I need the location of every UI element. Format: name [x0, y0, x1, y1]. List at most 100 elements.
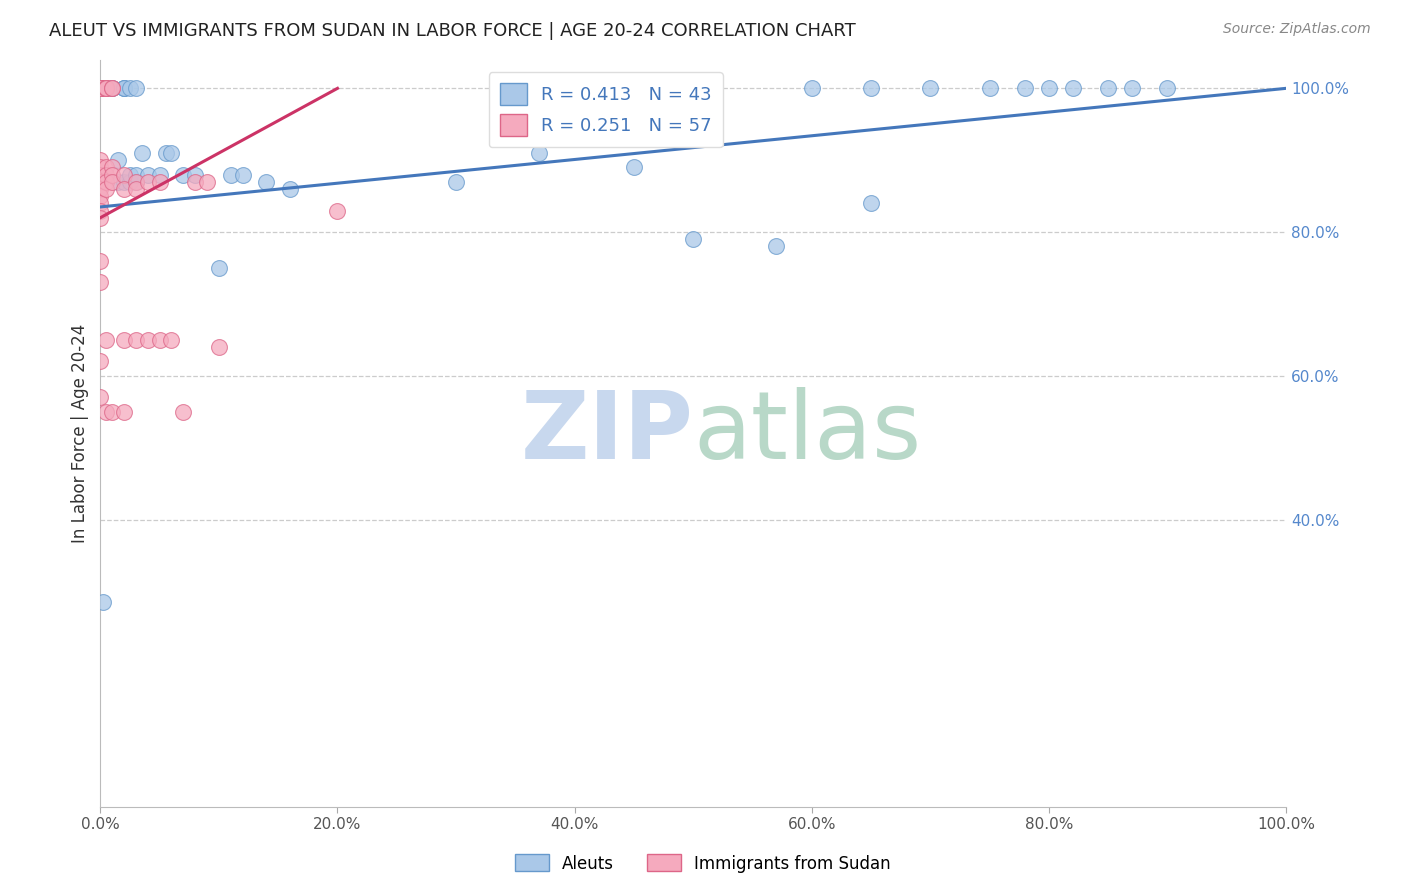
Point	[89, 175, 111, 189]
Point	[160, 146, 183, 161]
Point	[96, 81, 118, 95]
Point	[125, 182, 148, 196]
Legend: Aleuts, Immigrants from Sudan: Aleuts, Immigrants from Sudan	[509, 847, 897, 880]
Point	[89, 203, 111, 218]
Point	[527, 146, 550, 161]
Point	[101, 81, 124, 95]
Point	[112, 405, 135, 419]
Point	[765, 239, 787, 253]
Point	[136, 168, 159, 182]
Point	[125, 333, 148, 347]
Point	[101, 81, 124, 95]
Point	[1062, 81, 1084, 95]
Point	[112, 81, 135, 95]
Point	[149, 333, 172, 347]
Point	[172, 405, 194, 419]
Point	[96, 161, 118, 175]
Point	[800, 81, 823, 95]
Point	[89, 81, 111, 95]
Point	[96, 182, 118, 196]
Point	[219, 168, 242, 182]
Point	[101, 168, 124, 182]
Point	[118, 175, 141, 189]
Point	[89, 196, 111, 211]
Point	[1038, 81, 1060, 95]
Point	[1156, 81, 1178, 95]
Point	[101, 81, 124, 95]
Point	[184, 175, 207, 189]
Point	[91, 595, 114, 609]
Point	[112, 175, 135, 189]
Point	[89, 81, 111, 95]
Point	[101, 81, 124, 95]
Point	[118, 168, 141, 182]
Point	[96, 81, 118, 95]
Text: atlas: atlas	[693, 387, 921, 479]
Point	[96, 333, 118, 347]
Point	[1097, 81, 1119, 95]
Text: ALEUT VS IMMIGRANTS FROM SUDAN IN LABOR FORCE | AGE 20-24 CORRELATION CHART: ALEUT VS IMMIGRANTS FROM SUDAN IN LABOR …	[49, 22, 856, 40]
Point	[444, 175, 467, 189]
Point	[136, 333, 159, 347]
Point	[208, 260, 231, 275]
Point	[326, 203, 349, 218]
Point	[89, 81, 111, 95]
Point	[149, 175, 172, 189]
Text: Source: ZipAtlas.com: Source: ZipAtlas.com	[1223, 22, 1371, 37]
Point	[131, 146, 153, 161]
Point	[278, 182, 301, 196]
Point	[232, 168, 254, 182]
Point	[96, 168, 118, 182]
Point	[125, 175, 148, 189]
Point	[89, 81, 111, 95]
Point	[1014, 81, 1036, 95]
Point	[89, 211, 111, 225]
Point	[89, 153, 111, 168]
Point	[859, 196, 882, 211]
Point	[89, 81, 111, 95]
Point	[149, 168, 172, 182]
Point	[101, 161, 124, 175]
Y-axis label: In Labor Force | Age 20-24: In Labor Force | Age 20-24	[72, 324, 89, 543]
Point	[208, 340, 231, 354]
Point	[89, 81, 111, 95]
Point	[920, 81, 942, 95]
Point	[89, 81, 111, 95]
Point	[101, 405, 124, 419]
Point	[89, 189, 111, 203]
Point	[112, 81, 135, 95]
Point	[172, 168, 194, 182]
Point	[89, 182, 111, 196]
Point	[96, 405, 118, 419]
Point	[89, 81, 111, 95]
Point	[195, 175, 218, 189]
Point	[112, 333, 135, 347]
Point	[125, 81, 148, 95]
Point	[112, 168, 135, 182]
Point	[125, 168, 148, 182]
Text: ZIP: ZIP	[520, 387, 693, 479]
Point	[101, 175, 124, 189]
Point	[184, 168, 207, 182]
Point	[107, 175, 129, 189]
Point	[1121, 81, 1143, 95]
Point	[112, 81, 135, 95]
Point	[96, 81, 118, 95]
Point	[979, 81, 1001, 95]
Point	[89, 253, 111, 268]
Point	[118, 81, 141, 95]
Point	[160, 333, 183, 347]
Point	[89, 81, 111, 95]
Point	[136, 175, 159, 189]
Point	[96, 81, 118, 95]
Point	[623, 161, 645, 175]
Point	[682, 232, 704, 246]
Point	[89, 81, 111, 95]
Point	[89, 354, 111, 368]
Point	[859, 81, 882, 95]
Point	[89, 81, 111, 95]
Point	[89, 168, 111, 182]
Point	[96, 175, 118, 189]
Point	[89, 161, 111, 175]
Legend: R = 0.413   N = 43, R = 0.251   N = 57: R = 0.413 N = 43, R = 0.251 N = 57	[489, 72, 723, 147]
